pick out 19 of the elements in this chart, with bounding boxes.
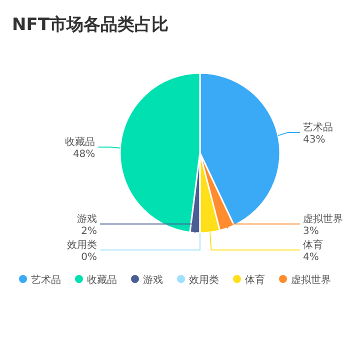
slice-label: 虚拟世界 [303, 213, 343, 225]
legend-label: 虚拟世界 [291, 274, 331, 286]
legend-label: 收藏品 [87, 274, 117, 286]
text: 0% [81, 252, 97, 263]
legend-label: 效用类 [189, 274, 219, 286]
data-label: 4% [303, 252, 319, 263]
slice-label: 收藏品 [65, 136, 96, 148]
legend-label: 体育 [245, 274, 265, 286]
category-label: 效用类 [67, 240, 97, 251]
legend-label: 艺术品 [31, 274, 61, 286]
legend-label: 游戏 [143, 274, 163, 286]
data-label: 3% [303, 226, 319, 237]
title: NFT市场各品类占比 [12, 15, 168, 35]
slice-label: 艺术品 [303, 121, 333, 134]
data-label: 43% [303, 134, 326, 146]
slice-label: 体育 [303, 239, 323, 251]
data-label: 2% [81, 226, 97, 237]
data-label: 48% [72, 149, 96, 160]
slice-label: 游戏 [77, 213, 97, 225]
